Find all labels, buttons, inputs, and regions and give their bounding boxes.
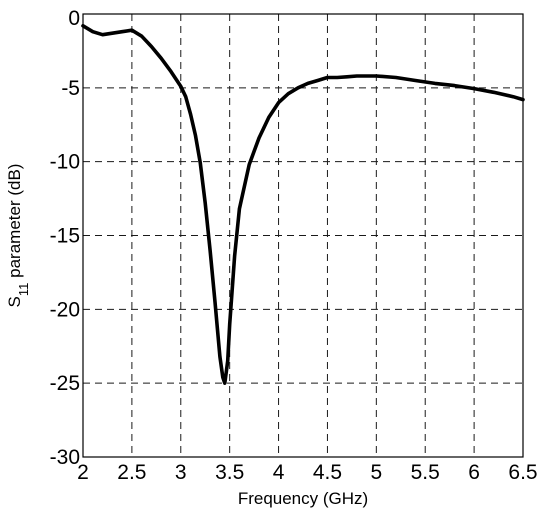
y-axis-title-subscript: 11 [16,283,31,297]
s11-series-line [81,24,525,385]
y-axis-tick-labels: 0 -5 -10 -15 -20 -25 -30 [50,7,80,469]
y-tick-label: -15 [50,225,80,248]
x-axis-tick-labels: 2 2.5 3 3.5 4 4.5 5 5.5 6 6.5 [77,461,537,484]
grid-lines [83,14,523,457]
x-tick-label: 5.5 [411,461,440,484]
y-tick-label: 0 [68,7,80,30]
y-axis-title-suffix: parameter (dB) [5,164,24,283]
y-axis-title: S11 parameter (dB) [5,164,31,308]
x-axis-title: Frequency (GHz) [238,489,368,508]
x-tick-label: 3.5 [215,461,244,484]
x-tick-label: 3 [175,461,187,484]
y-tick-label: -25 [50,372,80,395]
y-tick-label: -10 [50,151,80,174]
x-tick-label: 5 [370,461,382,484]
x-tick-label: 2 [77,461,89,484]
x-tick-label: 4.5 [313,461,342,484]
y-tick-label: -30 [50,446,80,469]
y-tick-label: -20 [50,298,80,321]
x-tick-label: 2.5 [117,461,146,484]
x-tick-label: 6 [468,461,480,484]
y-axis-title-prefix: S [5,296,24,307]
x-tick-label: 4 [273,461,285,484]
plot-frame [82,13,524,458]
x-tick-label: 6.5 [508,461,537,484]
y-tick-label: -5 [61,77,80,100]
